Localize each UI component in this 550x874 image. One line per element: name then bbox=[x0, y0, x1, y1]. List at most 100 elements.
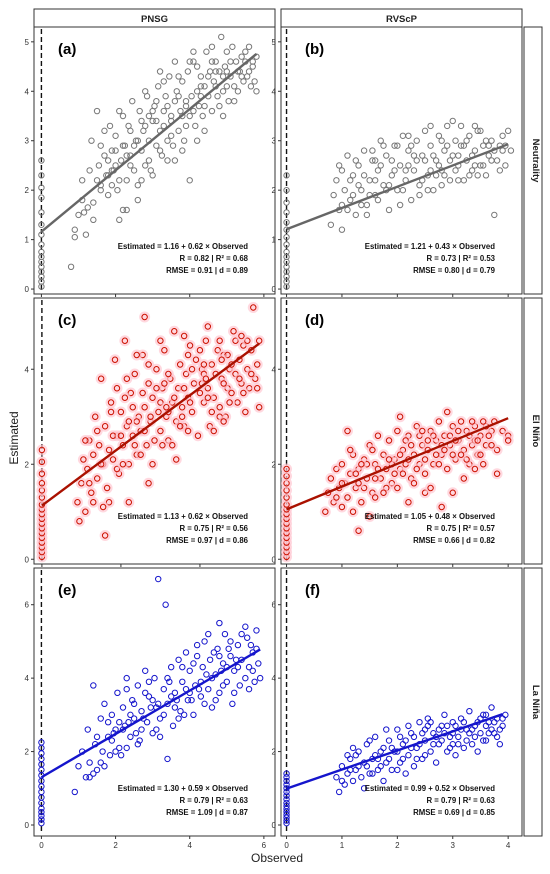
data-point bbox=[218, 33, 225, 41]
point-glow bbox=[350, 468, 362, 480]
data-point bbox=[377, 137, 384, 144]
data-point bbox=[358, 186, 365, 194]
data-point bbox=[338, 461, 346, 468]
strip-col-rvscp: RVScP bbox=[386, 14, 418, 25]
data-point bbox=[169, 442, 176, 449]
data-point bbox=[136, 107, 143, 115]
data-point bbox=[186, 399, 194, 406]
data-point bbox=[444, 465, 451, 473]
y-tick-label: 3 bbox=[272, 137, 277, 146]
data-point bbox=[283, 199, 290, 206]
data-point bbox=[123, 744, 130, 752]
point-glow bbox=[188, 378, 200, 389]
x-tick-label: 0 bbox=[284, 841, 289, 850]
data-point bbox=[455, 177, 462, 184]
data-point bbox=[482, 737, 490, 744]
data-point bbox=[116, 107, 123, 115]
data-point bbox=[444, 142, 451, 149]
point-glow bbox=[433, 416, 445, 427]
data-point bbox=[413, 465, 420, 473]
data-point bbox=[139, 389, 146, 397]
data-point bbox=[240, 389, 247, 397]
point-glow bbox=[178, 330, 190, 342]
data-point bbox=[349, 777, 357, 785]
point-glow bbox=[200, 335, 212, 347]
data-point bbox=[480, 461, 487, 468]
data-point bbox=[402, 167, 409, 174]
point-glow bbox=[369, 473, 381, 484]
data-point bbox=[355, 162, 362, 169]
data-point bbox=[452, 752, 459, 759]
data-point bbox=[104, 718, 112, 726]
y-tick-label: 5 bbox=[272, 38, 277, 47]
data-point bbox=[419, 442, 426, 449]
data-point bbox=[430, 741, 437, 748]
data-point bbox=[210, 649, 218, 656]
data-point bbox=[283, 226, 290, 233]
data-point bbox=[435, 418, 443, 425]
regression-line bbox=[286, 417, 509, 511]
data-point bbox=[92, 413, 99, 420]
panel-frame bbox=[280, 567, 523, 837]
data-point bbox=[499, 715, 506, 722]
data-point bbox=[504, 437, 512, 444]
data-point bbox=[149, 107, 156, 115]
data-point bbox=[413, 423, 420, 430]
data-point bbox=[38, 172, 45, 179]
data-point bbox=[488, 442, 495, 449]
data-point bbox=[380, 777, 387, 785]
data-point bbox=[452, 167, 459, 174]
data-point bbox=[197, 73, 205, 80]
point-glow bbox=[206, 359, 218, 370]
data-point bbox=[145, 480, 152, 487]
y-tick-label: 2 bbox=[25, 748, 30, 757]
data-point bbox=[145, 361, 152, 368]
data-point bbox=[166, 678, 173, 686]
data-point bbox=[251, 678, 258, 686]
data-point bbox=[38, 819, 45, 827]
point-glow bbox=[455, 416, 467, 427]
data-point bbox=[493, 470, 501, 477]
data-point bbox=[283, 465, 290, 473]
data-point bbox=[380, 142, 387, 149]
data-point bbox=[116, 718, 123, 726]
data-point bbox=[164, 157, 171, 164]
data-point bbox=[245, 685, 253, 693]
data-point bbox=[223, 678, 231, 686]
data-point bbox=[477, 451, 484, 458]
point-glow bbox=[83, 477, 95, 489]
data-point bbox=[449, 451, 456, 458]
point-glow bbox=[129, 368, 141, 380]
data-point bbox=[391, 167, 398, 174]
data-point bbox=[416, 191, 423, 199]
point-glow bbox=[111, 382, 123, 394]
data-point bbox=[196, 389, 204, 397]
data-point bbox=[138, 707, 145, 715]
data-point bbox=[220, 418, 227, 425]
data-point bbox=[188, 408, 196, 416]
point-glow bbox=[79, 435, 91, 446]
regression-annotation: Estimated = 0.99 + 0.52 × Observed bbox=[365, 784, 495, 793]
data-point bbox=[157, 337, 164, 344]
point-glow bbox=[170, 454, 182, 465]
regression-annotation: Estimated = 1.05 + 0.48 × Observed bbox=[365, 512, 495, 521]
point-glow bbox=[366, 444, 378, 456]
point-glow bbox=[79, 506, 91, 518]
data-point bbox=[38, 221, 45, 228]
data-point bbox=[192, 356, 200, 363]
data-point bbox=[101, 152, 108, 159]
data-point bbox=[485, 142, 492, 149]
regression-annotation: RMSE = 1.09 | d = 0.87 bbox=[166, 808, 248, 817]
data-point bbox=[179, 663, 186, 671]
data-point bbox=[145, 112, 153, 120]
data-point bbox=[410, 763, 418, 770]
data-point bbox=[216, 404, 223, 411]
data-point bbox=[231, 689, 238, 697]
point-glow bbox=[178, 382, 190, 394]
data-point bbox=[227, 638, 234, 645]
data-point bbox=[482, 172, 490, 179]
point-glow bbox=[394, 449, 406, 461]
data-point bbox=[438, 182, 445, 189]
data-point bbox=[358, 774, 365, 781]
point-glow bbox=[436, 501, 448, 513]
